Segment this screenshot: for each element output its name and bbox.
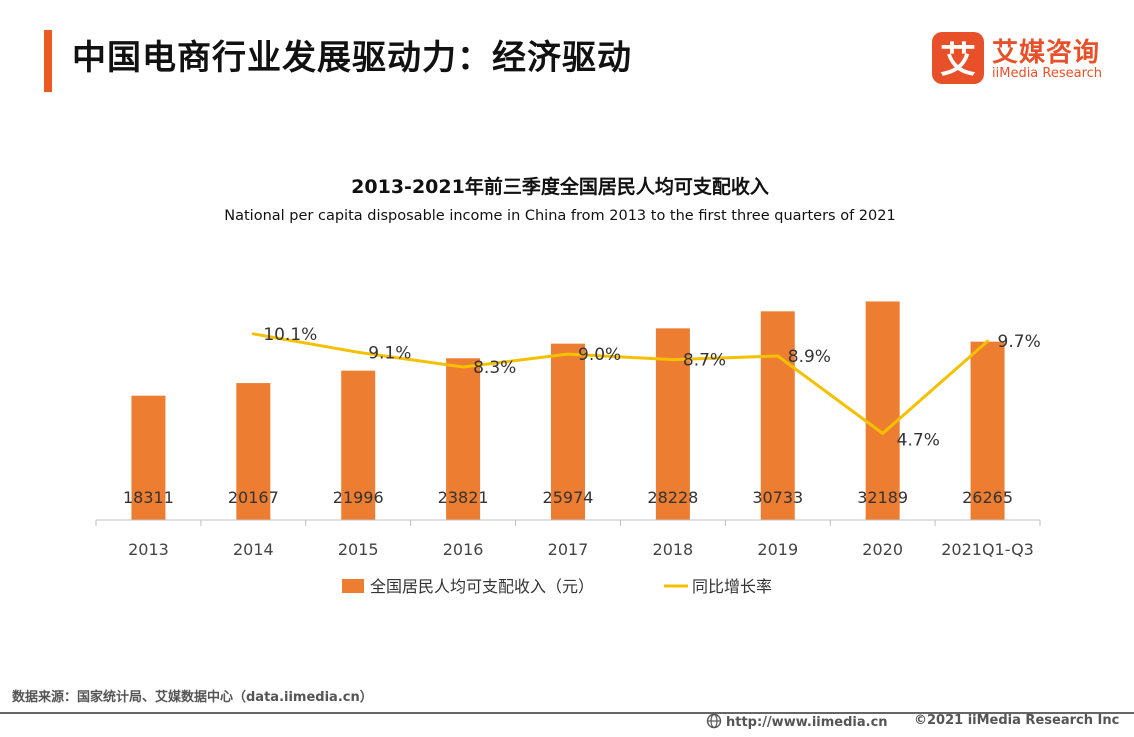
x-axis: 2013 2014 2015 2016 2017 2018 2019 2020 2021Q1-Q… xyxy=(95,519,1041,559)
data-labels-layer: 18311 20167 21996 23821 25974 28228 30733 32189… xyxy=(123,325,1041,507)
growth-rate-label: 4.7% xyxy=(897,430,940,450)
chart-title: 2013-2021年前三季度全国居民人均可支配收入 xyxy=(351,176,769,198)
x-tick-label: 2015 xyxy=(338,540,379,559)
page-title: 中国电商行业发展驱动力：经济驱动 xyxy=(72,38,632,78)
x-tick-label: 2013 xyxy=(128,540,169,559)
bar-value-label: 26265 xyxy=(962,488,1013,507)
brand-logo-icon: 艾 xyxy=(940,40,976,81)
growth-rate-label: 9.7% xyxy=(998,332,1041,352)
bar-2019 xyxy=(760,311,795,520)
growth-rate-label: 9.0% xyxy=(578,345,621,365)
footer-url[interactable]: http://www.iimedia.cn xyxy=(706,713,888,730)
x-tick-label: 2019 xyxy=(757,540,798,559)
growth-rate-label: 8.7% xyxy=(683,351,726,371)
bar-2013 xyxy=(131,395,166,520)
bar-2017 xyxy=(551,343,585,520)
income-chart: 2013 2014 2015 2016 2017 2018 2019 2020 2021Q1-Q… xyxy=(95,301,1041,596)
bar-value-label: 20167 xyxy=(228,488,279,507)
brand-logo-mark: 艾 xyxy=(932,32,984,84)
growth-rate-point xyxy=(671,358,675,362)
bar-value-label: 32189 xyxy=(857,488,908,507)
bar-value-label: 25974 xyxy=(543,488,594,507)
bar-2014 xyxy=(236,383,271,520)
bar-value-label: 18311 xyxy=(123,488,174,507)
growth-rate-point xyxy=(566,352,570,356)
footer-copyright: ©2021 iiMedia Research Inc xyxy=(914,713,1120,728)
x-tick-label: 2014 xyxy=(233,540,274,559)
data-source-note: 数据来源：国家统计局、艾媒数据中心（data.iimedia.cn） xyxy=(12,690,373,705)
growth-rate-line xyxy=(253,332,989,435)
brand-logo: 艾 艾媒咨询 iiMedia Research xyxy=(932,30,1122,86)
bar-value-label: 21996 xyxy=(333,488,384,507)
bar-value-label: 23821 xyxy=(438,488,489,507)
brand-logo-glyph: 艾 xyxy=(940,40,976,81)
bar-value-label: 28228 xyxy=(647,488,698,507)
growth-rate-label: 8.9% xyxy=(788,347,831,367)
brand-name-en: iiMedia Research xyxy=(992,66,1103,81)
legend-bar-swatch xyxy=(342,579,364,593)
growth-rate-point xyxy=(986,339,990,343)
growth-line-layer xyxy=(251,332,990,435)
footer-url-text[interactable]: http://www.iimedia.cn xyxy=(726,715,888,730)
chart-legend: 全国居民人均可支配收入（元） 同比增长率 xyxy=(342,577,772,596)
bar-2016 xyxy=(446,358,481,520)
growth-rate-label: 8.3% xyxy=(473,358,516,378)
growth-rate-label: 9.1% xyxy=(368,343,411,363)
bar-2020 xyxy=(865,301,900,520)
bars-layer xyxy=(131,301,1005,520)
growth-rate-point xyxy=(251,332,255,336)
bar-value-label: 30733 xyxy=(752,488,803,507)
x-tick-label: 2016 xyxy=(443,540,484,559)
footer-divider xyxy=(0,712,1134,714)
growth-rate-point xyxy=(776,354,780,358)
bar-2015 xyxy=(341,370,376,520)
legend-line-label: 同比增长率 xyxy=(692,577,772,596)
title-accent-bar xyxy=(44,30,52,92)
chart-subtitle: National per capita disposable income in… xyxy=(224,208,896,224)
globe-icon xyxy=(706,713,722,729)
x-tick-label: 2021Q1-Q3 xyxy=(941,540,1034,559)
growth-rate-label: 10.1% xyxy=(263,325,317,345)
legend-bar-label: 全国居民人均可支配收入（元） xyxy=(370,577,594,596)
x-tick-label: 2018 xyxy=(653,540,694,559)
growth-rate-point xyxy=(356,350,360,354)
brand-name-cn: 艾媒咨询 xyxy=(992,38,1101,68)
growth-rate-point xyxy=(461,365,465,369)
growth-rate-point xyxy=(881,431,885,435)
x-tick-label: 2020 xyxy=(862,540,903,559)
x-tick-label: 2017 xyxy=(548,540,589,559)
bar-2021Q1-Q3 xyxy=(970,341,1005,520)
